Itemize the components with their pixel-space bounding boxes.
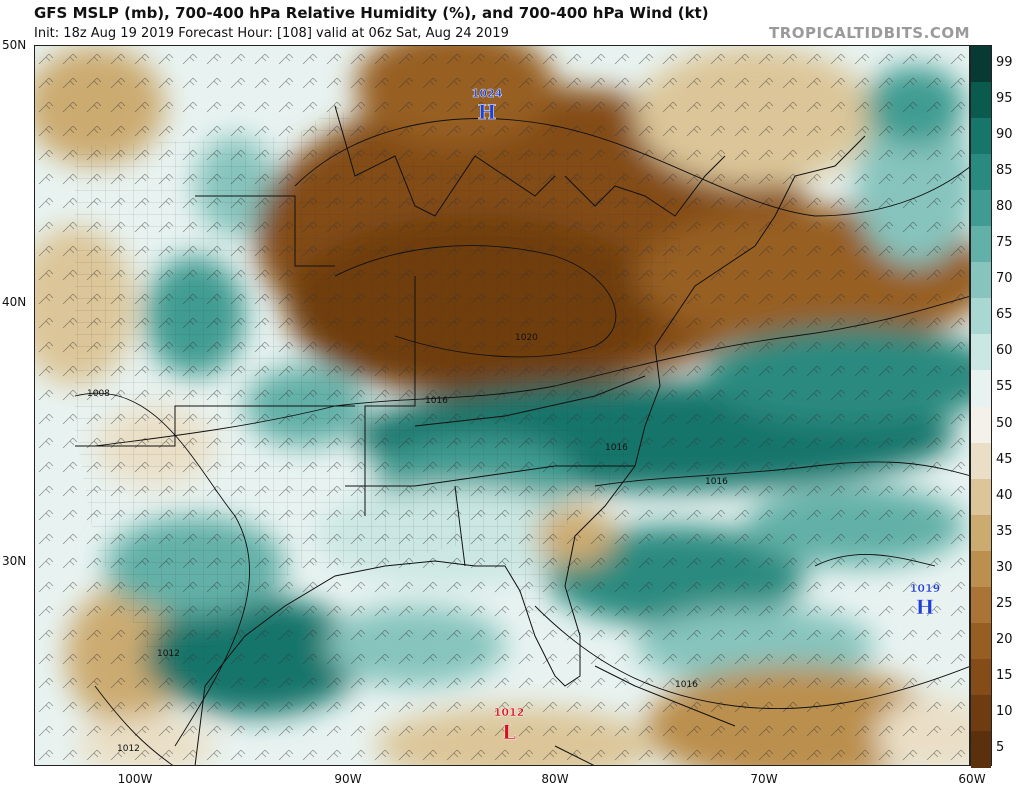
colorbar-label: 25: [996, 595, 1013, 611]
isobar-label-1016-tennessee: 1016: [425, 396, 448, 406]
isobar-label-1012-texas: 1012: [157, 649, 180, 659]
colorbar-segment: [971, 226, 991, 264]
colorbar-segment: [971, 406, 991, 444]
colorbar-label: 85: [996, 163, 1013, 179]
colorbar-segment: [971, 154, 991, 192]
colorbar-label: 50: [996, 415, 1013, 431]
colorbar-label: 45: [996, 451, 1013, 467]
colorbar-segment: [971, 118, 991, 156]
pressure-center-high-atlantic: 1019 H: [909, 582, 941, 619]
colorbar-segment: [971, 370, 991, 408]
colorbar-label: 60: [996, 343, 1013, 359]
lat-label-40n: 40N: [2, 295, 27, 309]
pressure-center-low-cuba: 1012 L: [493, 706, 525, 744]
colorbar-segment: [971, 586, 991, 624]
colorbar-label: 75: [996, 235, 1013, 251]
high-symbol: H: [478, 100, 497, 124]
colorbar-label: 95: [996, 91, 1013, 107]
colorbar-label: 90: [996, 127, 1013, 143]
colorbar-segment: [971, 478, 991, 516]
lon-label-90w: 90W: [334, 772, 362, 786]
colorbar-segment: [971, 82, 991, 120]
colorbar-label: 30: [996, 559, 1013, 575]
forecast-info: Init: 18z Aug 19 2019 Forecast Hour: [10…: [34, 26, 509, 41]
weather-map-svg: 1008 1012 1012 1016 1016 1016 1016 1020 …: [35, 46, 969, 765]
colorbar-label: 15: [996, 667, 1013, 683]
isobars: [74, 118, 969, 765]
low-value-label: 1012: [494, 706, 525, 719]
high-symbol: H: [916, 595, 935, 619]
colorbar-label: 65: [996, 307, 1013, 323]
isobar-label-1016-carolina: 1016: [605, 443, 628, 453]
colorbar-label: 99: [996, 55, 1013, 71]
colorbar-segment: [971, 334, 991, 372]
isobar-label-1008: 1008: [87, 389, 110, 399]
colorbar-segment: [971, 550, 991, 588]
humidity-colorbar: [970, 45, 992, 768]
lon-label-60w: 60W: [958, 772, 986, 786]
colorbar-segment: [971, 658, 991, 696]
colorbar-segment: [971, 694, 991, 732]
colorbar-segment: [971, 730, 991, 768]
colorbar-label: 40: [996, 487, 1013, 503]
weather-map: 1008 1012 1012 1016 1016 1016 1016 1020 …: [34, 45, 970, 766]
colorbar-segment: [971, 46, 991, 84]
lon-label-70w: 70W: [750, 772, 778, 786]
lon-label-80w: 80W: [541, 772, 569, 786]
brand-watermark: TROPICALTIDBITS.COM: [769, 24, 970, 42]
colorbar-label: 80: [996, 199, 1013, 215]
colorbar-label: 55: [996, 379, 1013, 395]
isobar-label-1016-south: 1016: [675, 680, 698, 690]
isobar-label-1016-atlantic: 1016: [705, 477, 728, 487]
colorbar-label: 5: [996, 739, 1005, 755]
colorbar-segment: [971, 262, 991, 300]
low-symbol: L: [502, 720, 516, 744]
colorbar-label: 20: [996, 631, 1013, 647]
high-value-label: 1019: [910, 582, 941, 595]
colorbar-segment: [971, 298, 991, 336]
colorbar-label: 35: [996, 523, 1013, 539]
colorbar-segment: [971, 442, 991, 480]
pressure-center-high-great-lakes: 1024 H: [471, 87, 503, 124]
colorbar-label: 70: [996, 271, 1013, 287]
colorbar-segment: [971, 514, 991, 552]
lat-label-50n: 50N: [2, 38, 27, 52]
colorbar-label: 10: [996, 703, 1013, 719]
colorbar-segment: [971, 622, 991, 660]
chart-title: GFS MSLP (mb), 700-400 hPa Relative Humi…: [34, 4, 709, 22]
coastlines: [75, 105, 866, 765]
lon-label-100w: 100W: [117, 772, 153, 786]
high-value-label: 1024: [472, 87, 503, 100]
isobar-label-1012-mexico: 1012: [117, 744, 140, 754]
lat-label-30n: 30N: [2, 554, 27, 568]
colorbar-segment: [971, 190, 991, 228]
isobar-label-1020: 1020: [515, 333, 538, 343]
